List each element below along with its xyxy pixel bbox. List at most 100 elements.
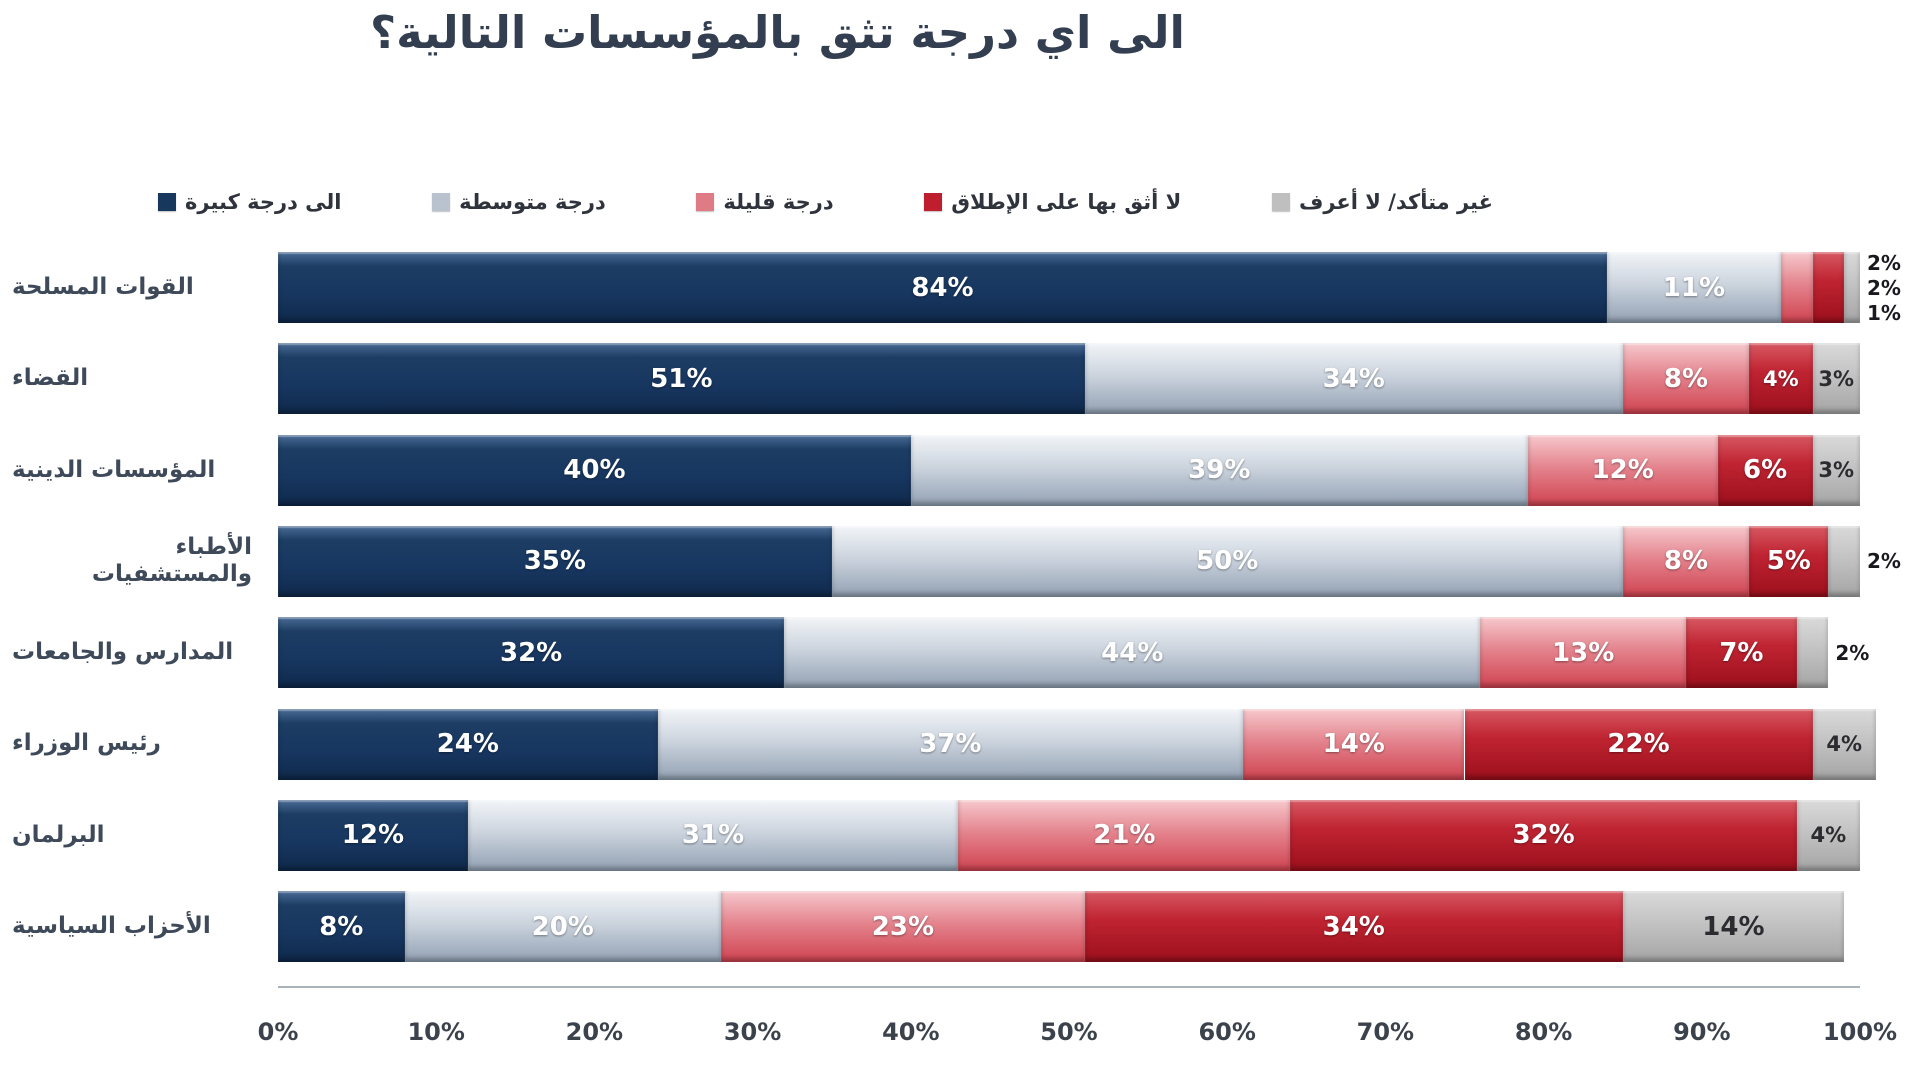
chart-title: الى اي درجة تثق بالمؤسسات التالية؟	[370, 6, 1185, 59]
segment-value-label: 40%	[563, 455, 626, 486]
segment-value-label: 21%	[1093, 820, 1156, 851]
category-label: القضاء	[12, 365, 89, 392]
bar-segment: 4%	[1812, 708, 1876, 780]
bar-segment: 24%	[278, 708, 658, 780]
outside-value-labels: 2%	[1835, 642, 1869, 664]
legend-item-4: غير متأكد/ لا أعرف	[1271, 190, 1493, 214]
bar-segment: 14%	[1622, 891, 1845, 963]
x-axis-tick: 90%	[1673, 1018, 1731, 1046]
bar-row-4: 32% 44% 13% 7% 2%	[278, 617, 1869, 689]
bar-segment: 12%	[1527, 434, 1718, 506]
bar-segment: 31%	[467, 799, 959, 871]
x-axis-tick: 30%	[723, 1018, 782, 1046]
category-label: المؤسسات الدينية	[12, 456, 216, 483]
segment-value-label: 35%	[523, 546, 586, 577]
segment-value-label: 4%	[1763, 366, 1799, 391]
segment-value-label: 34%	[1322, 363, 1385, 394]
bar-segment: 7%	[1685, 617, 1797, 689]
segment-value-label: 34%	[1322, 911, 1385, 942]
segment-value-label: 4%	[1826, 732, 1862, 756]
bar-segment: 14%	[1243, 708, 1465, 780]
bar-segment	[1796, 617, 1829, 689]
segment-value-label: 7%	[1719, 637, 1764, 668]
segment-value-label: 14%	[1702, 911, 1765, 942]
bar-segment: 32%	[278, 617, 785, 689]
legend-swatch-icon	[1271, 193, 1290, 211]
bar-segment: 4%	[1749, 343, 1813, 415]
x-axis: 0% 10% 20% 30% 40% 50% 60% 70% 80% 90% 100%	[258, 1018, 1897, 1058]
segment-value-label: 1%	[1867, 300, 1901, 325]
legend-swatch-icon	[924, 193, 943, 211]
bar-row-7: 8% 20% 23% 34% 14%	[278, 891, 1860, 963]
x-axis-tick: 50%	[1040, 1018, 1098, 1046]
segment-value-label: 23%	[871, 911, 934, 942]
segment-value-label: 3%	[1818, 458, 1855, 483]
segment-value-label: 37%	[919, 729, 982, 759]
bar-segment: 34%	[1084, 891, 1623, 963]
bar-segment: 8%	[1622, 343, 1750, 415]
bar-segment: 12%	[278, 799, 468, 871]
category-axis: القوات المسلحة القضاء المؤسسات الدينية الأط…	[0, 252, 266, 964]
segment-value-label: 11%	[1662, 272, 1725, 303]
legend-item-3: لا أثق بها على الإطلاق	[924, 190, 1181, 214]
bar-segment: 3%	[1812, 434, 1860, 506]
bar-segment: 50%	[831, 525, 1623, 597]
bar-row-2: 40% 39% 12% 6% 3%	[278, 434, 1860, 506]
x-axis-tick: 20%	[565, 1018, 624, 1046]
legend-item-1: درجة متوسطة	[432, 190, 606, 214]
segment-value-label: 12%	[341, 820, 405, 851]
legend-label: غير متأكد/ لا أعرف	[1298, 190, 1493, 214]
segment-value-label: 14%	[1322, 729, 1385, 759]
bar-segment: 22%	[1464, 708, 1813, 780]
outside-value-labels: 2% 2% 1%	[1867, 252, 1901, 324]
segment-value-label: 4%	[1810, 823, 1847, 848]
category-label: الأحزاب السياسية	[12, 913, 211, 940]
bar-segment: 3%	[1812, 343, 1860, 415]
segment-value-label: 2%	[1867, 250, 1901, 275]
segment-value-label: 32%	[1512, 820, 1575, 851]
segment-value-label: 2%	[1835, 640, 1870, 665]
segment-value-label: 13%	[1552, 637, 1615, 668]
x-axis-tick: 0%	[257, 1018, 299, 1046]
legend-label: الى درجة كبيرة	[185, 190, 342, 214]
segment-value-label: 39%	[1188, 455, 1251, 486]
bar-segment: 13%	[1480, 617, 1686, 689]
bar-segment: 32%	[1290, 799, 1797, 871]
legend-swatch-icon	[158, 193, 176, 211]
bar-segment: 6%	[1717, 434, 1813, 506]
bar-segment: 23%	[720, 891, 1085, 963]
bar-row-1: 51% 34% 8% 4% 3%	[278, 343, 1860, 415]
x-axis-line	[278, 986, 1860, 988]
plot-area: 84% 11% 2% 2% 1% 51% 34% 8% 4% 3% 40% 39% 12% 6% 3% 35%…	[278, 252, 1901, 964]
category-label: المدارس والجامعات	[12, 639, 234, 666]
bar-segment: 84%	[278, 252, 1607, 323]
segment-value-label: 3%	[1818, 366, 1855, 391]
segment-value-label: 84%	[911, 272, 974, 303]
bar-segment: 8%	[278, 891, 405, 963]
bar-segment: 44%	[784, 617, 1481, 689]
segment-value-label: 5%	[1766, 546, 1811, 577]
legend-label: درجة متوسطة	[459, 190, 606, 214]
bar-row-6: 12% 31% 21% 32% 4%	[278, 799, 1860, 871]
bar-segment: 39%	[910, 434, 1528, 506]
bar-segment	[1844, 252, 1860, 323]
bar-row-5: 24% 37% 14% 22% 4%	[278, 708, 1876, 780]
x-axis-tick: 60%	[1198, 1018, 1256, 1046]
x-axis-tick: 40%	[882, 1018, 940, 1046]
bar-segment	[1780, 252, 1813, 323]
bar-row-0: 84% 11% 2% 2% 1%	[278, 252, 1901, 324]
segment-value-label: 12%	[1591, 455, 1654, 486]
x-axis-tick: 10%	[407, 1018, 465, 1046]
x-axis-tick: 100%	[1822, 1018, 1898, 1046]
bar-segment: 5%	[1749, 525, 1829, 597]
category-label: القوات المسلحة	[12, 273, 194, 300]
segment-value-label: 8%	[1663, 363, 1709, 394]
outside-value-labels: 2%	[1867, 550, 1901, 572]
segment-value-label: 6%	[1742, 455, 1788, 486]
bar-segment	[1812, 252, 1845, 323]
segment-value-label: 24%	[436, 729, 499, 759]
segment-value-label: 20%	[531, 911, 594, 942]
legend-label: لا أثق بها على الإطلاق	[951, 190, 1182, 214]
bar-segment: 20%	[404, 891, 721, 963]
